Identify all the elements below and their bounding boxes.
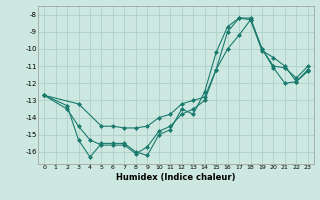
X-axis label: Humidex (Indice chaleur): Humidex (Indice chaleur) <box>116 173 236 182</box>
